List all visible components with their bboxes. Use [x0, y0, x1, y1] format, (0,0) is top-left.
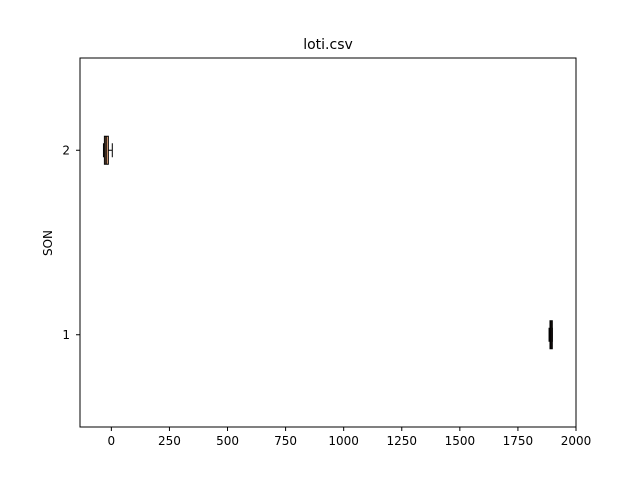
box-1 — [548, 320, 553, 350]
x-tick-label: 1000 — [328, 434, 359, 448]
x-tick-label: 1500 — [445, 434, 476, 448]
y-axis-label: SON — [41, 230, 55, 256]
box-2 — [102, 135, 113, 165]
plot-area — [102, 135, 553, 350]
chart-title: loti.csv — [303, 37, 353, 53]
x-tick-label: 0 — [108, 434, 116, 448]
y-tick-label: 1 — [62, 328, 70, 342]
x-tick-label: 1250 — [386, 434, 417, 448]
x-tick-label: 750 — [274, 434, 297, 448]
x-tick-label: 500 — [216, 434, 239, 448]
x-tick-label: 2000 — [561, 434, 592, 448]
x-tick-label: 250 — [158, 434, 181, 448]
plot-frame — [79, 57, 577, 428]
y-tick-label: 2 — [62, 143, 70, 157]
x-tick-label: 1750 — [503, 434, 534, 448]
